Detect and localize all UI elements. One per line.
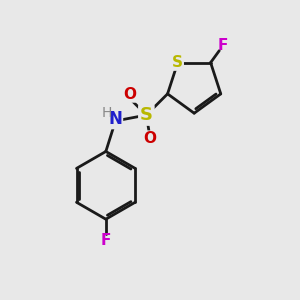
Text: F: F (100, 233, 111, 248)
Text: S: S (140, 106, 153, 124)
Text: H: H (102, 106, 112, 120)
Text: O: O (123, 87, 136, 102)
Text: S: S (172, 55, 183, 70)
Text: O: O (143, 131, 156, 146)
Text: F: F (218, 38, 228, 53)
Text: N: N (109, 110, 122, 128)
